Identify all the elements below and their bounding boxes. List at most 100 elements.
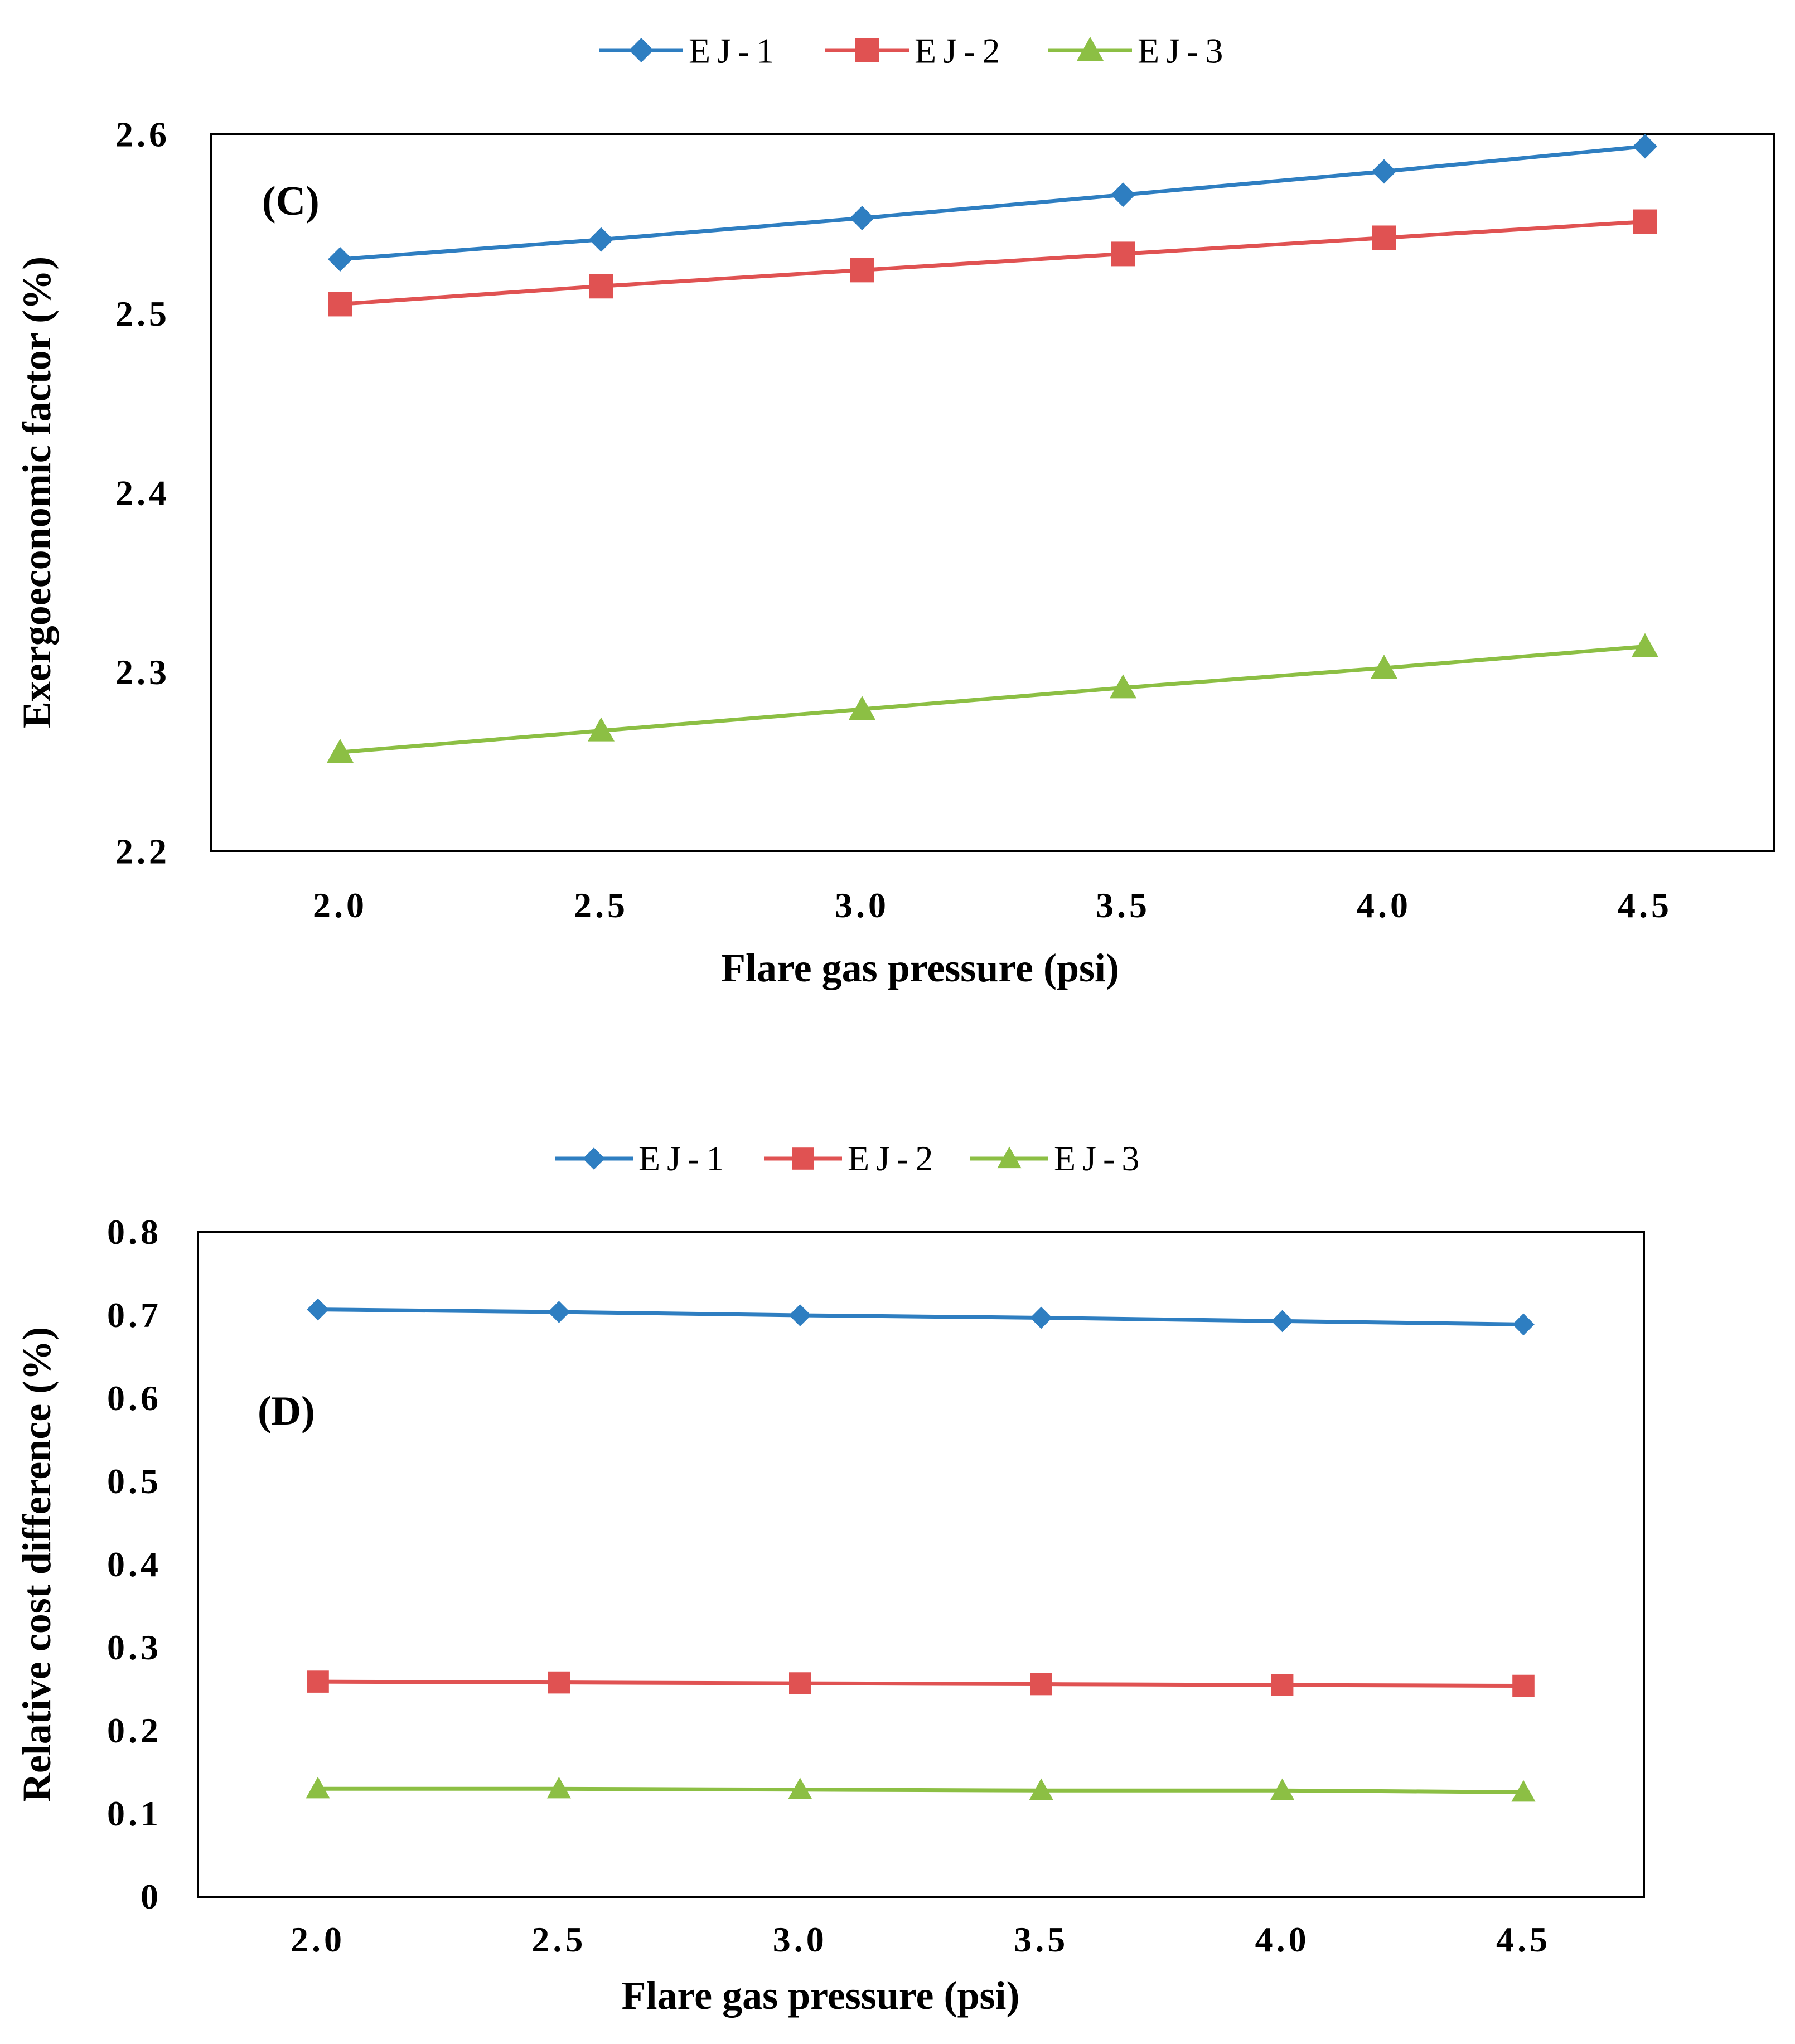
data-point-ej-3-d: [1029, 1778, 1053, 1800]
data-point-ej-1-c: [589, 227, 613, 252]
legend-entry-ej-2-d: EJ-2: [764, 1139, 940, 1178]
data-point-ej-1-d: [307, 1298, 329, 1321]
data-point-ej-1-c: [1111, 182, 1135, 207]
series-line-ej-2-c: [340, 220, 1646, 306]
legend-entry-ej-3-c: EJ-3: [1048, 31, 1230, 70]
data-point-ej-2-d: [307, 1670, 329, 1693]
data-point-ej-1-d: [1512, 1313, 1535, 1336]
y-tick-label-d: 0.3: [107, 1628, 162, 1667]
legend-marker-ej-2-c: [855, 38, 879, 62]
series-line-ej-1-c: [340, 144, 1646, 261]
series-ej-1-d: [307, 1298, 1535, 1336]
data-point-ej-1-c: [850, 206, 874, 231]
data-point-ej-2-c: [850, 258, 874, 283]
legend-entry-ej-1-c: EJ-1: [599, 31, 781, 70]
y-tick-label-d: 0.7: [107, 1295, 162, 1335]
y-tick-label-d: 0.6: [107, 1378, 162, 1418]
chart-relative-cost-difference: 0 0.1 0.2 0.3 0.4 0.5 0.6 0.7 0.8 2.0 2.5 3.0 3.5 4.0…: [14, 1139, 1645, 2018]
x-tick-label-c: 4.0: [1357, 885, 1411, 925]
legend-marker-ej-1-d: [583, 1147, 605, 1170]
plot-area-c: [210, 133, 1775, 852]
data-point-ej-3-d: [1270, 1778, 1295, 1800]
y-tick-label-c: 2.4: [115, 473, 170, 512]
chart-exergoeconomic-factor: 2.2 2.3 2.4 2.5 2.6 2.0 2.5 3.0 3.5 4.0 4.5 Flare g…: [14, 31, 1775, 990]
series-ej-3-d: [306, 1776, 1536, 1802]
series-line-ej-2-d: [317, 1679, 1524, 1688]
series-line-ej-1-d: [317, 1307, 1524, 1326]
y-tick-label-c: 2.5: [115, 294, 170, 333]
y-axis-title-c: Exergoeconomic factor (%): [14, 256, 59, 728]
data-point-ej-1-d: [1271, 1310, 1294, 1333]
legend-label-ej-2-c: EJ-2: [915, 31, 1007, 70]
x-tick-label-c: 2.5: [574, 885, 628, 925]
data-point-ej-2-c: [1633, 209, 1657, 234]
y-tick-label-d: 0.5: [107, 1461, 162, 1501]
x-tick-label-d: 3.0: [773, 1920, 828, 1959]
data-point-ej-1-d: [789, 1304, 811, 1326]
y-tick-label-c: 2.3: [115, 652, 170, 692]
series-line-ej-3-d: [318, 1786, 1524, 1794]
data-point-ej-2-d: [1512, 1674, 1535, 1697]
x-axis-title-d: Flare gas pressure (psi): [622, 1973, 1020, 2018]
data-point-ej-2-d: [789, 1672, 811, 1694]
y-tick-label-d: 0.4: [107, 1544, 162, 1584]
x-tick-label-d: 4.5: [1496, 1920, 1551, 1959]
data-point-ej-1-c: [328, 247, 352, 272]
data-point-ej-3-c: [849, 696, 875, 720]
data-point-ej-2-c: [328, 292, 352, 317]
legend-entry-ej-3-d: EJ-3: [970, 1139, 1146, 1178]
data-point-ej-3-c: [588, 717, 615, 742]
legend-label-ej-3-c: EJ-3: [1138, 31, 1230, 70]
y-tick-label-d: 0.8: [107, 1212, 162, 1252]
data-point-ej-3-c: [1632, 633, 1658, 657]
y-tick-label-d: 0.1: [107, 1794, 162, 1833]
x-axis-title-c: Flare gas pressure (psi): [721, 946, 1119, 990]
data-point-ej-3-d: [546, 1776, 571, 1799]
series-ej-3-c: [327, 633, 1658, 763]
series-ej-1-c: [328, 134, 1657, 272]
x-tick-label-d: 2.5: [531, 1920, 586, 1959]
legend-entry-ej-1-d: EJ-1: [555, 1139, 730, 1178]
legend-label-ej-1-c: EJ-1: [689, 31, 781, 70]
x-tick-label-d: 3.5: [1014, 1920, 1068, 1959]
data-point-ej-2-c: [1372, 225, 1396, 250]
data-point-ej-3-d: [1511, 1780, 1536, 1802]
legend-marker-ej-3-d: [997, 1146, 1022, 1169]
plot-area-d: [197, 1231, 1645, 1898]
series-ej-2-c: [328, 209, 1657, 317]
data-point-ej-2-d: [1030, 1673, 1052, 1696]
series-line-ej-3-c: [340, 645, 1646, 754]
series-ej-2-d: [307, 1670, 1535, 1697]
y-axis-title-d: Relative cost difference (%): [14, 1327, 59, 1802]
data-point-ej-3-c: [327, 739, 354, 763]
data-point-ej-2-c: [1111, 241, 1135, 267]
data-point-ej-1-d: [548, 1301, 570, 1323]
panel-label-c: (C): [262, 178, 320, 224]
x-tick-label-d: 4.0: [1255, 1920, 1310, 1959]
data-point-ej-3-d: [306, 1776, 330, 1799]
legend-label-ej-1-d: EJ-1: [638, 1139, 730, 1178]
x-tick-label-c: 2.0: [313, 885, 367, 925]
data-point-ej-2-c: [589, 274, 613, 299]
x-tick-label-d: 2.0: [291, 1920, 345, 1959]
legend-marker-ej-3-c: [1077, 37, 1104, 61]
data-point-ej-3-d: [788, 1777, 812, 1799]
legend-label-ej-2-d: EJ-2: [848, 1139, 940, 1178]
data-point-ej-3-c: [1371, 655, 1397, 679]
legend-marker-ej-1-c: [629, 38, 654, 62]
data-point-ej-2-d: [1271, 1674, 1294, 1696]
legend-label-ej-3-d: EJ-3: [1054, 1139, 1146, 1178]
data-point-ej-3-c: [1110, 674, 1136, 699]
y-tick-label-d: 0: [141, 1877, 162, 1916]
x-tick-label-c: 3.5: [1096, 885, 1150, 925]
panel-label-d: (D): [258, 1388, 315, 1434]
x-tick-label-c: 4.5: [1618, 885, 1672, 925]
data-point-ej-2-d: [548, 1671, 570, 1694]
y-tick-label-c: 2.2: [115, 831, 170, 871]
data-point-ej-1-d: [1030, 1306, 1052, 1329]
data-point-ej-1-c: [1633, 134, 1657, 159]
legend-entry-ej-2-c: EJ-2: [825, 31, 1007, 70]
y-tick-label-c: 2.6: [115, 114, 170, 154]
legend-marker-ej-2-d: [792, 1147, 814, 1170]
